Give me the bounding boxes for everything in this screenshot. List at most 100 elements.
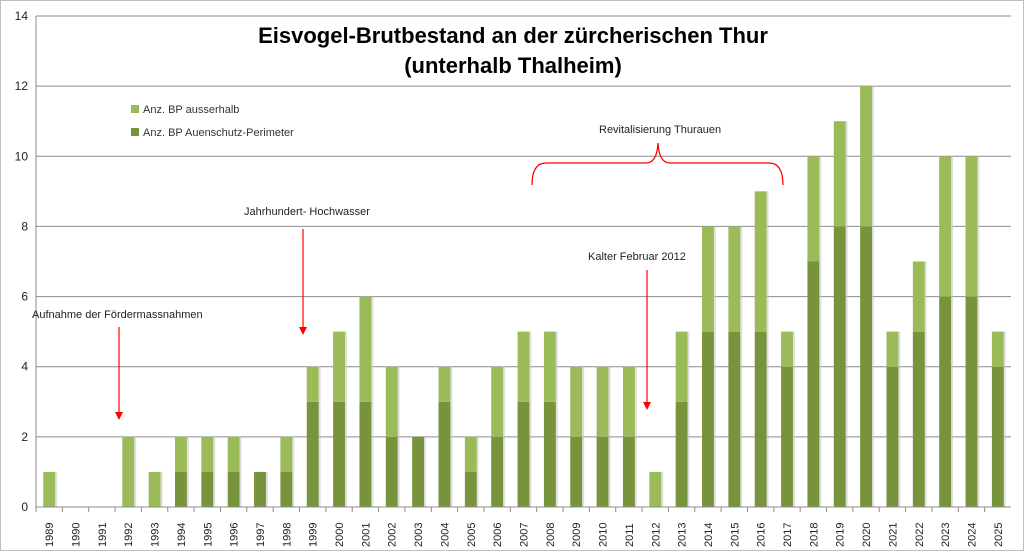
brace-revitalisierung — [531, 142, 784, 186]
x-tick-label: 2017 — [782, 523, 794, 547]
bar-ausserhalb-2000 — [333, 331, 345, 402]
bar-perimeter-2006 — [491, 436, 504, 507]
bar-ausserhalb-2009 — [570, 366, 583, 437]
bar-perimeter-2024 — [965, 296, 978, 507]
bar-ausserhalb-2007 — [517, 331, 530, 402]
bar-ausserhalb-2016 — [754, 191, 767, 332]
x-tick-label: 2007 — [519, 523, 531, 547]
annotations: Aufnahme der Fördermassnahmen Jahrhunder… — [32, 124, 784, 420]
bar-perimeter-1997 — [254, 471, 266, 507]
bar-ausserhalb-2006 — [491, 366, 504, 437]
bar-perimeter-2019 — [833, 226, 846, 507]
bar-perimeter-2009 — [570, 436, 583, 507]
x-tick-label: 1989 — [44, 523, 56, 547]
x-tick-label: 1994 — [176, 523, 188, 547]
x-tick-label: 1998 — [281, 523, 293, 547]
x-tick-label: 1997 — [255, 523, 267, 547]
bar-perimeter-2022 — [912, 331, 925, 507]
bar-ausserhalb-2022 — [912, 261, 925, 332]
bar-perimeter-2002 — [385, 436, 398, 507]
x-tick-label: 2011 — [624, 523, 636, 547]
bar-ausserhalb-2021 — [886, 331, 899, 367]
bar-perimeter-2010 — [596, 436, 609, 507]
annotation-revitalisierung: Revitalisierung Thurauen — [599, 124, 721, 136]
bar-perimeter-2016 — [754, 331, 767, 507]
y-tick-label: 2 — [21, 430, 28, 444]
legend-label-perimeter: Anz. BP Auenschutz-Perimeter — [143, 127, 294, 139]
bar-perimeter-2004 — [438, 401, 451, 507]
x-tick-label: 1990 — [71, 523, 83, 547]
arrowhead-hochwasser — [299, 327, 307, 335]
bar-perimeter-2001 — [359, 401, 372, 507]
x-tick-label: 2018 — [808, 523, 820, 547]
x-tick-label: 2015 — [729, 523, 741, 547]
bar-ausserhalb-1995 — [201, 436, 214, 472]
y-tick-label: 10 — [15, 149, 29, 163]
x-tick-label: 2008 — [545, 523, 557, 547]
annotation-kalter-februar: Kalter Februar 2012 — [588, 251, 686, 263]
bar-perimeter-1996 — [227, 471, 240, 507]
bar-ausserhalb-2001 — [359, 296, 372, 402]
x-tick-label: 2000 — [334, 523, 346, 547]
bar-ausserhalb-2010 — [596, 366, 609, 437]
x-tick-label: 1999 — [308, 523, 320, 547]
bar-perimeter-2014 — [702, 331, 714, 507]
bar-ausserhalb-1992 — [122, 436, 135, 507]
x-tick-label: 2010 — [598, 523, 610, 547]
bar-ausserhalb-2002 — [385, 366, 398, 437]
bar-perimeter-1994 — [175, 471, 187, 507]
bar-perimeter-2000 — [333, 401, 345, 507]
bar-ausserhalb-2025 — [991, 331, 1004, 367]
legend: Anz. BP ausserhalb Anz. BP Auenschutz-Pe… — [131, 104, 294, 139]
chart-subtitle: (unterhalb Thalheim) — [404, 53, 622, 78]
bar-perimeter-1998 — [280, 471, 293, 507]
bar-perimeter-2025 — [991, 366, 1004, 507]
annotation-hochwasser: Jahrhundert- Hochwasser — [244, 206, 370, 218]
y-tick-label: 0 — [21, 500, 28, 514]
bar-ausserhalb-2019 — [833, 121, 846, 227]
bar-perimeter-2003 — [412, 436, 425, 507]
arrowhead-foerdermassnahmen — [115, 412, 123, 420]
y-tick-label: 12 — [15, 79, 29, 93]
bar-ausserhalb-2023 — [939, 156, 952, 297]
bar-ausserhalb-2004 — [438, 366, 451, 402]
bar-ausserhalb-1993 — [148, 471, 161, 507]
legend-swatch-perimeter — [131, 128, 139, 136]
x-tick-label: 2013 — [677, 523, 689, 547]
y-tick-label: 14 — [15, 9, 29, 23]
y-tick-label: 8 — [21, 219, 28, 233]
bar-perimeter-2018 — [807, 261, 820, 507]
bar-perimeter-1995 — [201, 471, 214, 507]
bar-perimeter-2005 — [464, 471, 477, 507]
legend-label-ausserhalb: Anz. BP ausserhalb — [143, 104, 239, 116]
x-tick-label: 2003 — [413, 523, 425, 547]
bar-ausserhalb-2024 — [965, 156, 978, 297]
bar-ausserhalb-2013 — [675, 331, 688, 402]
bar-perimeter-2017 — [781, 366, 793, 507]
x-tick-label: 2021 — [887, 523, 899, 547]
x-tick-label: 2014 — [703, 523, 715, 547]
bar-perimeter-2023 — [939, 296, 952, 507]
x-tick-label: 2019 — [835, 523, 847, 547]
x-tick-label: 1991 — [97, 523, 109, 547]
bar-ausserhalb-1996 — [227, 436, 240, 472]
x-tick-label: 2012 — [650, 523, 662, 547]
bar-perimeter-2020 — [860, 226, 872, 507]
bar-perimeter-2007 — [517, 401, 530, 507]
x-tick-label: 2006 — [492, 523, 504, 547]
bar-ausserhalb-1989 — [43, 471, 56, 507]
legend-swatch-ausserhalb — [131, 105, 139, 113]
bar-ausserhalb-1994 — [175, 436, 187, 472]
x-tick-label: 2002 — [387, 523, 399, 547]
bar-ausserhalb-2011 — [622, 366, 635, 437]
bar-perimeter-2011 — [622, 436, 635, 507]
bar-ausserhalb-2008 — [543, 331, 556, 402]
y-tick-label: 4 — [21, 360, 28, 374]
bar-ausserhalb-2018 — [807, 156, 820, 262]
bar-ausserhalb-1999 — [306, 366, 319, 402]
annotation-foerdermassnahmen: Aufnahme der Fördermassnahmen — [32, 309, 203, 321]
x-tick-label: 2022 — [914, 523, 926, 547]
bar-ausserhalb-2014 — [702, 226, 714, 332]
bar-ausserhalb-2012 — [649, 471, 662, 507]
